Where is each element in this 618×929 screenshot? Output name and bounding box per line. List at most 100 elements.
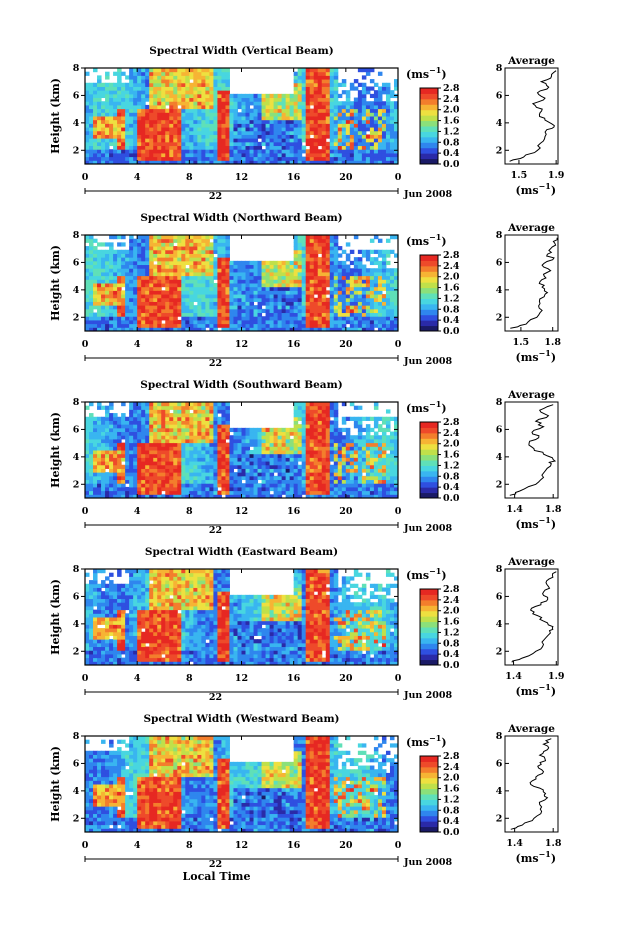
heatmap-cell: [189, 405, 194, 410]
heatmap-cell: [153, 235, 158, 240]
heatmap-cell: [93, 238, 98, 243]
heatmap-cell: [265, 141, 271, 147]
heatmap-cell: [241, 152, 247, 158]
heatmap-cell: [261, 475, 267, 481]
heatmap-cell: [233, 446, 238, 451]
heatmap-cell: [109, 134, 114, 139]
heatmap-cell: [273, 490, 279, 495]
heatmap-cell: [293, 156, 299, 161]
heatmap-cell: [169, 290, 174, 295]
heatmap-cell: [269, 472, 275, 477]
heatmap-cell: [377, 316, 383, 321]
heatmap-cell: [209, 475, 214, 481]
heatmap-cell: [381, 127, 387, 132]
heatmap-cell: [309, 68, 315, 73]
heatmap-cell: [89, 86, 94, 91]
heatmap-cell: [133, 249, 138, 254]
heatmap-cell: [197, 461, 202, 466]
heatmap-cell: [353, 327, 359, 332]
heatmap-cell: [373, 323, 379, 328]
heatmap-cell: [105, 409, 110, 414]
heatmap-cell: [157, 297, 162, 302]
heatmap-cell: [285, 119, 291, 124]
heatmap-cell: [129, 301, 134, 306]
heatmap-cell: [377, 323, 383, 328]
heatmap-cell: [117, 116, 122, 121]
heatmap-cell: [225, 424, 230, 429]
heatmap-cell: [229, 301, 234, 306]
heatmap-cell: [169, 457, 174, 462]
heatmap-cell: [197, 268, 202, 273]
heatmap-cell: [197, 475, 202, 481]
heatmap-cell: [341, 319, 347, 325]
heatmap-cell: [257, 442, 263, 447]
heatmap-cell: [373, 97, 379, 102]
heatmap-cell: [125, 312, 130, 317]
heatmap-cell: [101, 297, 106, 302]
heatmap-cell: [133, 431, 138, 436]
heatmap-cell: [333, 156, 339, 161]
heatmap-cell: [125, 450, 130, 455]
heatmap-cell: [313, 134, 319, 139]
heatmap-cell: [385, 108, 391, 113]
heatmap-cell: [385, 97, 391, 102]
heatmap-cell: [333, 71, 339, 76]
heatmap-cell: [145, 308, 150, 314]
heatmap-cell: [249, 101, 255, 106]
heatmap-cell: [85, 461, 90, 466]
heatmap-cell: [161, 446, 166, 451]
heatmap-cell: [173, 283, 178, 288]
heatmap-cell: [109, 316, 114, 321]
panel-1: Spectral Width (Vertical Beam)2468Height…: [49, 45, 565, 202]
heatmap-cell: [373, 130, 379, 135]
heatmap-cell: [185, 457, 190, 462]
heatmap-cell: [385, 253, 391, 258]
heatmap-cell: [325, 127, 331, 132]
heatmap-cell: [177, 483, 182, 488]
heatmap-cell: [265, 130, 271, 135]
heatmap-cell: [137, 446, 142, 451]
heatmap-cell: [325, 71, 331, 76]
heatmap-cell: [157, 435, 162, 440]
heatmap-cell: [113, 446, 118, 451]
heatmap-cell: [173, 416, 178, 421]
heatmap-cell: [109, 156, 114, 161]
heatmap-cell: [125, 297, 130, 302]
heatmap-cell: [141, 130, 146, 135]
heatmap-cell: [289, 490, 295, 495]
heatmap-cell: [301, 75, 307, 80]
heatmap-cell: [329, 127, 335, 132]
heatmap-cell: [109, 257, 114, 262]
heatmap-cell: [357, 152, 363, 158]
heatmap-cell: [377, 123, 383, 128]
heatmap-cell: [309, 108, 315, 113]
heatmap-cell: [381, 253, 387, 258]
heatmap-cell: [93, 90, 98, 95]
heatmap-cell: [149, 450, 154, 455]
heatmap-cell: [385, 138, 391, 143]
heatmap-cell: [157, 152, 162, 158]
heatmap-cell: [349, 294, 355, 299]
heatmap-cell: [369, 275, 375, 280]
heatmap-cell: [233, 152, 238, 158]
heatmap-cell: [297, 472, 303, 477]
heatmap-cell: [117, 160, 122, 165]
heatmap-cell: [129, 416, 134, 421]
heatmap-cell: [117, 490, 122, 495]
heatmap-cell: [193, 323, 198, 328]
heatmap-cell: [121, 138, 126, 143]
colorbar-segment: [420, 271, 438, 278]
heatmap-cell: [161, 297, 166, 302]
heatmap-cell: [205, 90, 210, 95]
heatmap-cell: [229, 134, 234, 139]
heatmap-cell: [357, 127, 363, 132]
heatmap-cell: [317, 312, 323, 317]
heatmap-cell: [257, 475, 263, 481]
heatmap-cell: [137, 283, 142, 288]
heatmap-cell: [301, 260, 307, 266]
heatmap-cell: [85, 453, 90, 458]
heatmap-cell: [293, 257, 299, 262]
heatmap-cell: [273, 138, 279, 143]
heatmap-cell: [109, 97, 114, 102]
heatmap-cell: [353, 112, 359, 117]
